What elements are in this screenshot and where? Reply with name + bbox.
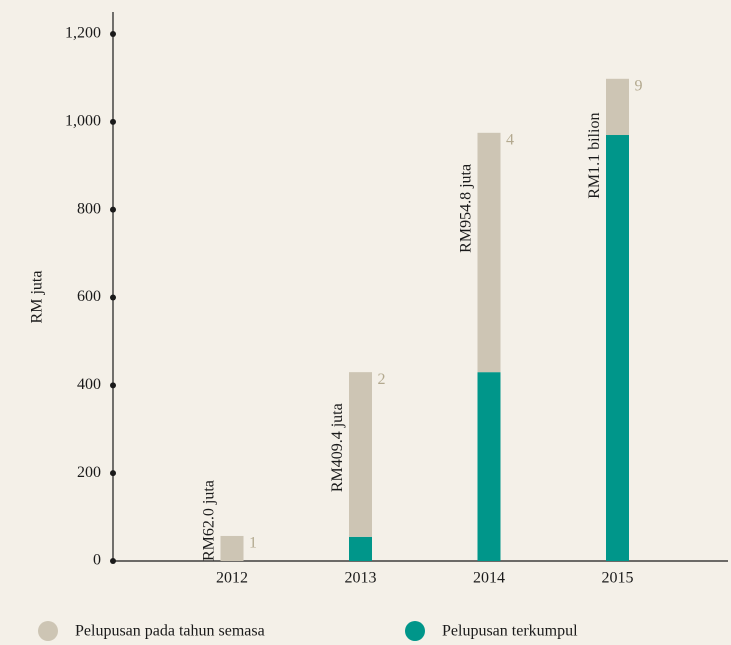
y-axis-label: RM juta — [29, 271, 46, 324]
bar-segment — [477, 132, 501, 373]
count-label: 9 — [635, 77, 643, 94]
bar-segment — [477, 372, 501, 561]
bar-label: RM954.8 juta — [458, 164, 475, 253]
bar-label: RM1.1 bilion — [586, 113, 603, 199]
y-tick — [110, 206, 116, 213]
y-tick-label: 800 — [77, 200, 101, 217]
bar-segment — [220, 535, 244, 561]
y-tick-label: 0 — [93, 552, 101, 569]
y-tick — [110, 118, 116, 125]
legend-label: Pelupusan terkumpul — [442, 623, 578, 640]
x-tick-label: 2012 — [216, 570, 248, 587]
count-label: 2 — [378, 371, 386, 388]
y-tick-label: 200 — [77, 464, 101, 481]
y-tick — [110, 31, 116, 37]
y-tick-label: 1,000 — [65, 113, 101, 130]
bar-label: RM62.0 juta — [201, 480, 218, 561]
x-tick-label: 2013 — [345, 570, 377, 587]
bar-segment — [349, 536, 372, 561]
count-label: 1 — [249, 535, 257, 552]
y-tick-label: 600 — [77, 288, 101, 305]
x-tick-label: 2014 — [473, 570, 505, 587]
y-tick — [110, 382, 116, 389]
bar-segment — [349, 372, 372, 537]
bar-segment — [606, 78, 629, 136]
y-tick — [110, 294, 116, 301]
count-label: 4 — [506, 131, 514, 148]
y-tick-label: 400 — [77, 376, 101, 393]
y-tick — [110, 470, 116, 477]
bar-label: RM409.4 juta — [329, 403, 346, 492]
legend-swatch — [38, 621, 58, 641]
legend-label: Pelupusan pada tahun semasa — [75, 623, 265, 640]
y-tick-label: 1,200 — [65, 25, 101, 42]
legend-swatch — [405, 621, 425, 641]
x-tick-label: 2015 — [602, 570, 634, 587]
bar-segment — [606, 135, 629, 561]
y-tick — [110, 558, 116, 564]
